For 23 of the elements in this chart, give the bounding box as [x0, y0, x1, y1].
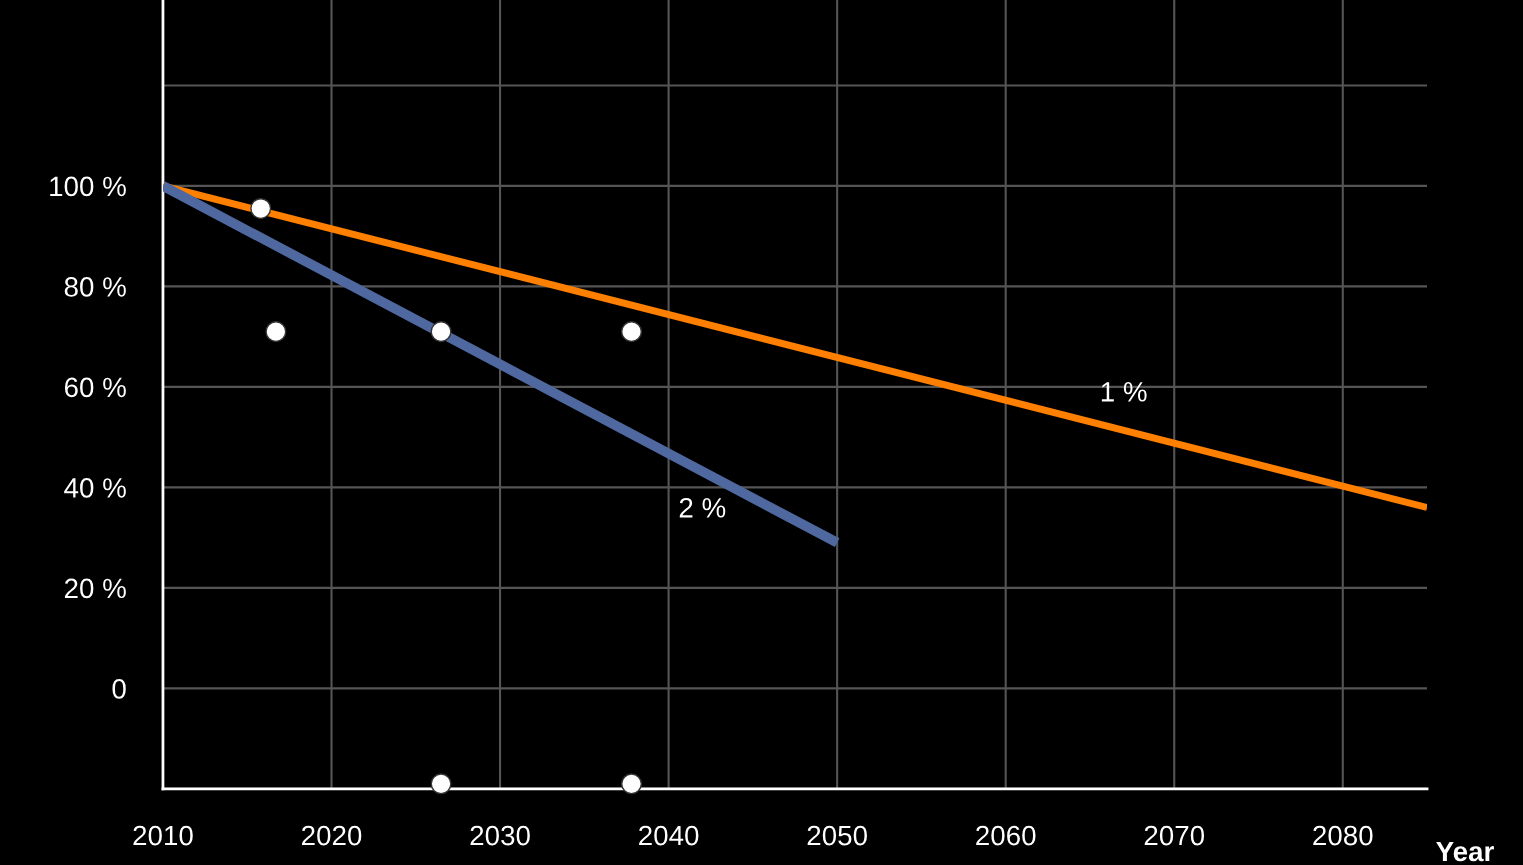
- x-tick-label: 2080: [1313, 825, 1373, 846]
- point: [250, 198, 272, 220]
- x-tick-label: 2020: [302, 825, 362, 846]
- point: [621, 773, 643, 795]
- y-tick-label: 20 %: [64, 578, 126, 599]
- x-tick-label: 2060: [976, 825, 1036, 846]
- x-axis-title: Year: [1436, 841, 1494, 862]
- x-tick-label: 2050: [807, 825, 867, 846]
- y-tick-label: 100 %: [50, 176, 126, 197]
- series-label: 2 %: [679, 497, 726, 518]
- series-label: 1 %: [1101, 382, 1147, 402]
- point: [265, 321, 287, 343]
- x-tick-label: 2030: [470, 825, 530, 846]
- y-tick-label: 0: [112, 679, 126, 699]
- y-tick-label: 80 %: [64, 277, 126, 297]
- x-tick-label: 2010: [133, 825, 193, 846]
- x-tick-label: 2040: [639, 825, 699, 846]
- x-tick-label: 2070: [1144, 825, 1205, 846]
- point: [621, 321, 643, 343]
- y-tick-label: 40 %: [64, 478, 126, 498]
- point: [430, 321, 452, 343]
- point: [430, 773, 452, 795]
- y-tick-label: 60 %: [64, 377, 126, 398]
